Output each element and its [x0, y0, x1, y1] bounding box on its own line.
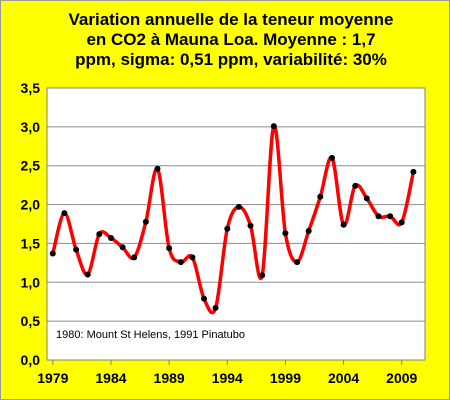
- data-point: [398, 219, 405, 226]
- data-point: [96, 231, 103, 238]
- x-tick-label: 1979: [37, 370, 68, 386]
- x-tick-label: 1994: [212, 370, 243, 386]
- x-tick-label: 1999: [270, 370, 301, 386]
- grid-lines: [47, 126, 425, 322]
- x-axis-ticks: 1979 1984 1989 1994 1999 2004 2009: [37, 360, 418, 386]
- data-point: [212, 304, 219, 311]
- data-point: [317, 193, 324, 200]
- data-point: [247, 222, 254, 229]
- data-point: [166, 245, 173, 252]
- data-point: [49, 250, 56, 257]
- y-tick-label: 2,0: [21, 197, 41, 213]
- x-tick-label: 2009: [386, 370, 417, 386]
- data-point: [352, 182, 359, 189]
- y-tick-label: 3,5: [21, 80, 41, 96]
- data-point: [363, 195, 370, 202]
- y-tick-label: 3,0: [21, 119, 41, 135]
- chart-title-line-3: ppm, sigma: 0,51 ppm, variabilité: 30%: [75, 50, 387, 69]
- data-point: [375, 213, 382, 220]
- chart-title-line-2: en CO2 à Mauna Loa. Moyenne : 1,7: [86, 30, 376, 49]
- data-point: [177, 259, 184, 266]
- data-point: [131, 254, 138, 261]
- chart-annotation: 1980: Mount St Helens, 1991 Pinatubo: [56, 329, 245, 341]
- data-point: [329, 154, 335, 161]
- data-point: [235, 203, 242, 210]
- chart-title-line-1: Variation annuelle de la teneur moyenne: [68, 10, 394, 29]
- data-point: [294, 259, 301, 266]
- data-point: [73, 246, 80, 253]
- data-point: [142, 218, 149, 225]
- y-tick-label: 0,5: [21, 313, 41, 329]
- data-point: [108, 235, 114, 241]
- y-tick-label: 2,5: [21, 158, 41, 174]
- data-point: [61, 210, 68, 217]
- data-point: [259, 272, 266, 279]
- data-point: [305, 228, 312, 234]
- x-tick-label: 1989: [154, 370, 185, 386]
- plot-area: [46, 87, 426, 361]
- x-tick-label: 1984: [95, 370, 126, 386]
- data-point: [201, 295, 207, 302]
- series-points: [49, 123, 417, 311]
- x-tick-label: 2004: [328, 370, 359, 386]
- y-tick-label: 0,0: [21, 352, 41, 368]
- data-point: [387, 213, 394, 220]
- data-point: [410, 168, 417, 175]
- y-tick-label: 1,5: [21, 235, 41, 251]
- data-point: [84, 271, 91, 278]
- y-tick-label: 1,0: [21, 274, 41, 290]
- data-point: [340, 221, 347, 228]
- data-point: [119, 244, 126, 251]
- data-point: [270, 123, 277, 130]
- data-point: [154, 165, 161, 172]
- data-point: [282, 230, 289, 237]
- y-axis-ticks: 0,0 0,5 1,0 1,5 2,0 2,5 3,0 3,5: [21, 80, 41, 368]
- data-point: [224, 225, 231, 232]
- data-point: [189, 254, 196, 261]
